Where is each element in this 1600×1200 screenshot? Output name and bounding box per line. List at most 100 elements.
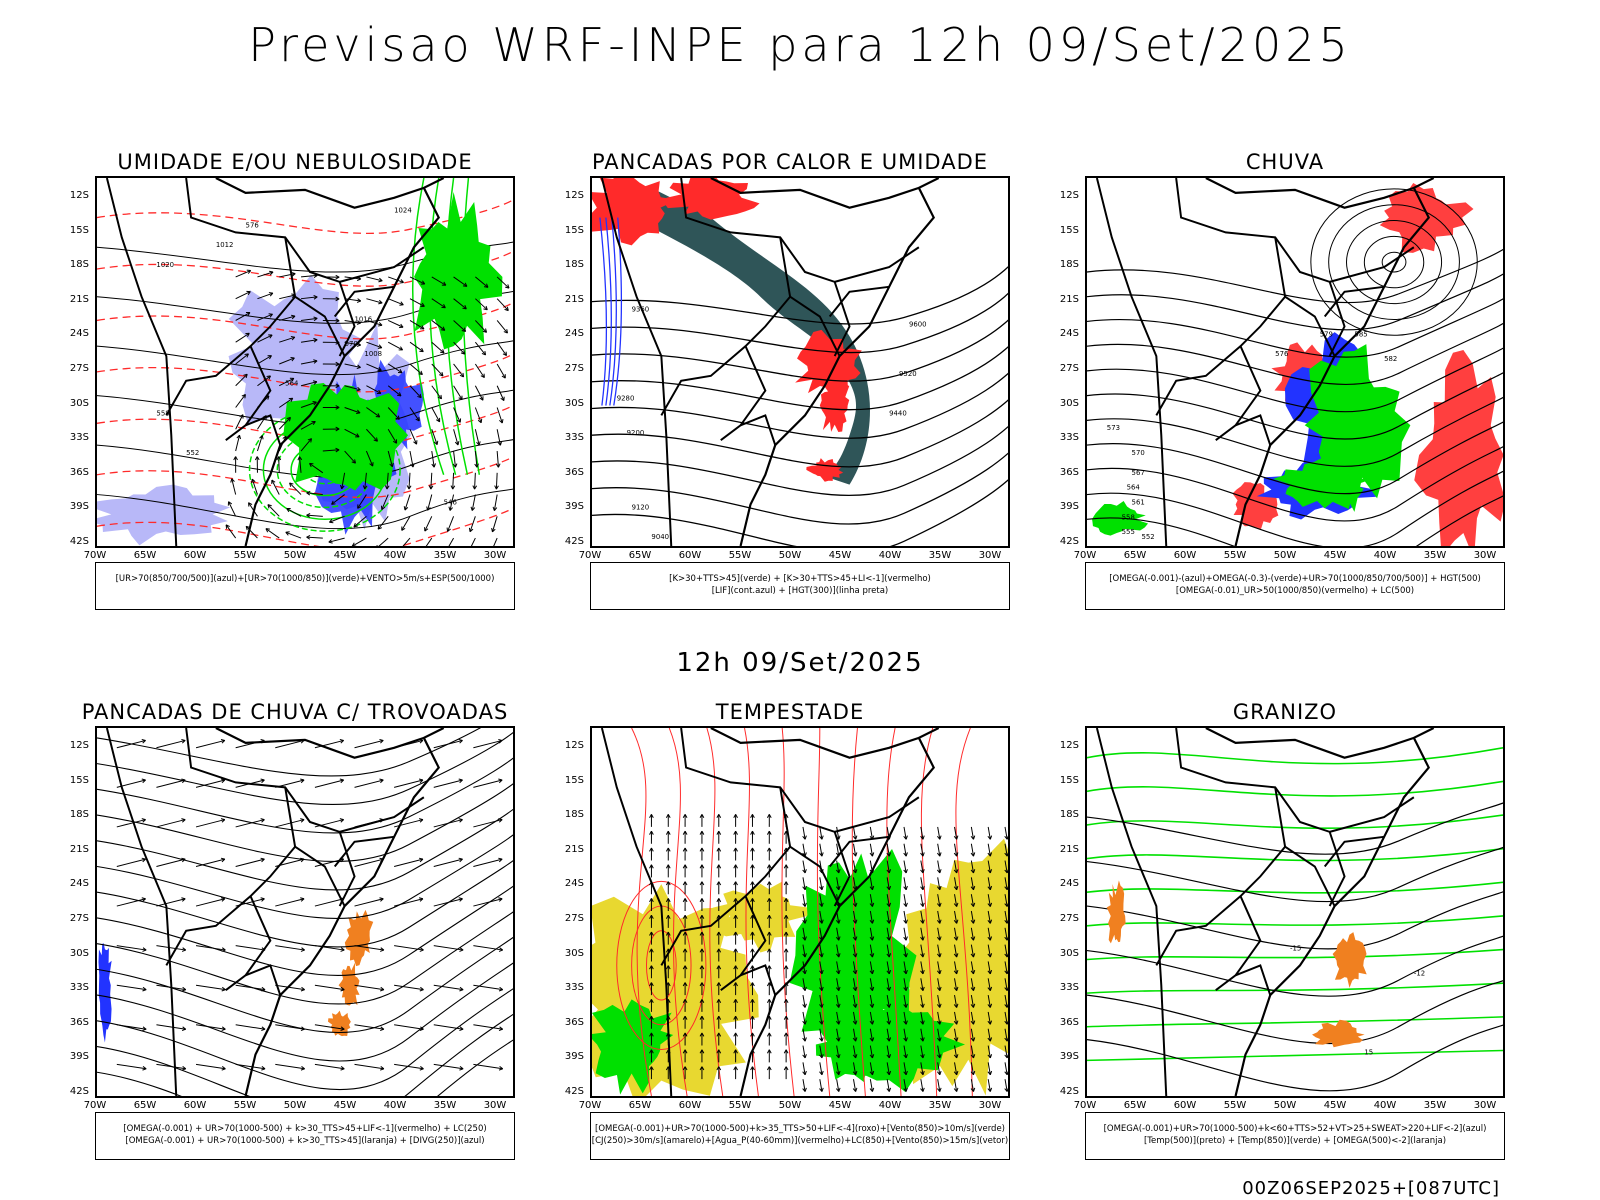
- wind-arrow: [970, 1028, 974, 1042]
- wind-arrowhead: [987, 1070, 993, 1076]
- wind-arrowhead: [819, 919, 824, 924]
- wind-arrow: [116, 898, 146, 907]
- map-tempestade[interactable]: [590, 726, 1010, 1098]
- lat-tick-label: 42S: [564, 1086, 584, 1097]
- wind-arrowhead: [987, 1087, 993, 1092]
- wind-arrow: [195, 1063, 226, 1070]
- wind-arrowhead: [869, 1087, 875, 1092]
- wind-arrow: [954, 877, 958, 890]
- wind-arrow: [387, 429, 398, 444]
- contour-line: [97, 988, 513, 1091]
- wind-arrow: [496, 385, 505, 401]
- wind-arrowhead: [750, 1066, 755, 1071]
- contour-label: 570: [345, 340, 358, 348]
- wind-arrow: [970, 1079, 974, 1092]
- panel-title: CHUVA: [1245, 150, 1325, 174]
- contour-label: 9120: [632, 503, 650, 511]
- wind-arrowhead: [783, 965, 789, 970]
- wind-arrowhead: [903, 869, 908, 874]
- wind-arrow: [387, 341, 403, 351]
- wind-arrow: [431, 363, 444, 377]
- wind-arrowhead: [401, 526, 406, 531]
- wind-arrow: [937, 927, 941, 941]
- lat-tick-label: 18S: [1059, 259, 1079, 271]
- wind-arrowhead: [649, 830, 654, 835]
- wind-arrowhead: [419, 347, 424, 353]
- country-border: [294, 295, 346, 357]
- wind-arrowhead: [783, 1032, 789, 1037]
- wind-arrowhead: [439, 371, 444, 377]
- contour-label: 9040: [651, 533, 669, 541]
- wind-arrowhead: [852, 936, 858, 941]
- wind-arrow: [819, 1079, 823, 1092]
- wind-arrowhead: [462, 305, 467, 310]
- map-trovoadas[interactable]: [95, 726, 515, 1098]
- wind-arrow: [235, 435, 240, 452]
- wind-arrowhead: [221, 1065, 226, 1071]
- country-border: [333, 285, 395, 318]
- wind-arrowhead: [699, 948, 705, 953]
- wind-arrowhead: [682, 864, 688, 869]
- wind-arrow: [453, 320, 466, 332]
- map-pancadas-calor[interactable]: 9600 9520 9440 9360 9280 9200 9120 9040: [590, 176, 1010, 548]
- contour-line: [97, 353, 513, 393]
- shaded-patch: [592, 999, 674, 1095]
- contour-label: 567: [1132, 469, 1145, 477]
- streamline: [816, 728, 831, 1096]
- wind-arrowhead: [852, 1003, 858, 1008]
- wind-arrowhead: [1004, 852, 1008, 857]
- temp850-line: [1087, 747, 1503, 765]
- wind-arrowhead: [498, 1026, 504, 1032]
- wind-arrow: [354, 1063, 384, 1070]
- wind-arrowhead: [220, 897, 226, 902]
- map-canvas: 1020 1012 1016 1008 1024 576 570 564 558 552 546: [97, 178, 513, 546]
- wind-arrow: [886, 1062, 890, 1075]
- wind-arrowhead: [220, 857, 226, 863]
- wind-arrowhead: [903, 1070, 908, 1076]
- contour-line: [1087, 891, 1503, 950]
- lon-tick-label: 65W: [1123, 1100, 1147, 1111]
- wind-arrowhead: [260, 818, 265, 823]
- country-border: [1155, 787, 1287, 966]
- wind-arrowhead: [259, 435, 264, 440]
- wind-arrowhead: [313, 316, 318, 322]
- contour-line: [592, 346, 1008, 411]
- wind-arrowhead: [289, 482, 294, 487]
- shaded-patch: [98, 943, 112, 1043]
- wind-arrow: [937, 877, 941, 890]
- country-border: [1155, 237, 1287, 416]
- map-umidade[interactable]: 1020 1012 1016 1008 1024 576 570 564 558 552 546: [95, 176, 515, 548]
- wind-arrowhead: [300, 986, 305, 992]
- wind-arrow: [937, 1011, 941, 1025]
- wind-arrowhead: [682, 1032, 688, 1037]
- coastline-borders: [600, 728, 940, 1096]
- wind-arrow: [869, 843, 873, 857]
- wind-arrow: [453, 407, 461, 423]
- wind-arrow: [387, 363, 403, 374]
- wind-arrow: [1004, 826, 1008, 840]
- wind-arrow: [496, 407, 503, 424]
- panel-granizo: GRANIZO -15 -12 15 [OMEGA(-0.001)+UR>70(10…: [1045, 700, 1525, 1200]
- wind-arrowhead: [750, 965, 755, 970]
- wind-arrow: [987, 1028, 991, 1042]
- wind-arrowhead: [699, 982, 705, 987]
- wind-arrow: [852, 826, 857, 840]
- wind-arrowhead: [869, 885, 875, 891]
- wind-arrowhead: [418, 857, 424, 863]
- wind-arrow: [903, 894, 907, 907]
- wind-arrow: [475, 276, 489, 288]
- lon-tick-label: 40W: [383, 550, 407, 561]
- wind-arrow: [903, 1079, 907, 1092]
- map-granizo[interactable]: -15 -12 15: [1085, 726, 1505, 1098]
- wind-arrowhead: [355, 433, 360, 438]
- wind-arrow: [819, 1028, 823, 1042]
- wind-arrow: [275, 945, 305, 951]
- contour-label: 564: [1127, 484, 1140, 492]
- wind-arrow: [1004, 944, 1008, 958]
- wind-arrowhead: [699, 847, 705, 852]
- wind-arrowhead: [356, 364, 361, 370]
- wind-arrowhead: [682, 1066, 688, 1071]
- wind-arrowhead: [1004, 1087, 1008, 1092]
- map-chuva[interactable]: 585 582 579 576 573 570 567 564 561 558 555 552: [1085, 176, 1505, 548]
- wind-arrow: [869, 910, 873, 924]
